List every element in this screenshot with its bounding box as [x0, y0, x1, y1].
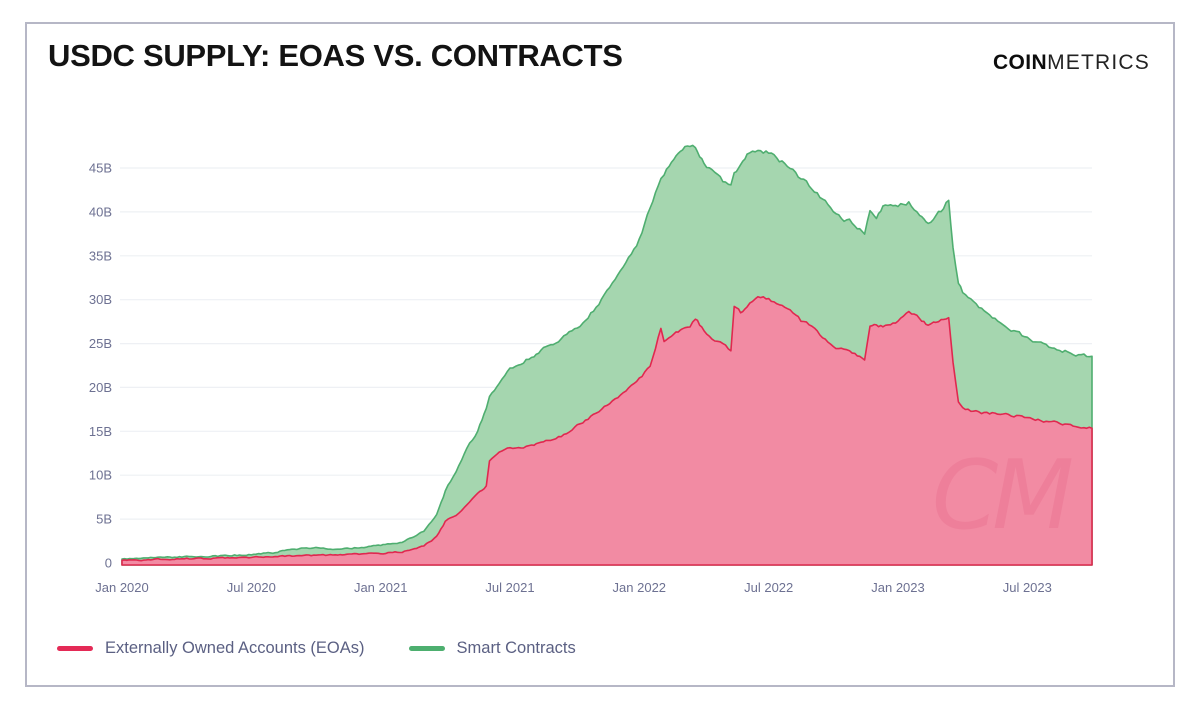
x-tick-label: Jul 2020 [227, 580, 276, 595]
smart-contracts-series-label: Smart Contracts [456, 639, 576, 657]
eoa-series-label: Externally Owned Accounts (EOAs) [105, 639, 365, 657]
y-tick-label: 0 [105, 556, 112, 571]
eoa-series-swatch [57, 646, 93, 651]
x-axis-labels: Jan 2020 Jul 2020 Jan 2021 Jul 2021 Jan 2022… [95, 580, 1052, 595]
y-tick-label: 35B [89, 248, 112, 263]
y-tick-label: 45B [89, 161, 112, 176]
smart-contracts-series-swatch [408, 646, 445, 651]
x-tick-label: Jan 2022 [613, 580, 667, 595]
legend-item-eoa: Externally Owned Accounts (EOAs) [57, 639, 365, 658]
page-title: USDC SUPPLY: EOAS VS. CONTRACTS [48, 38, 623, 73]
x-tick-label: Jul 2023 [1003, 580, 1052, 595]
logo-metrics-text: METRICS [1047, 51, 1150, 74]
y-tick-label: 5B [96, 512, 112, 527]
y-tick-label: 15B [89, 424, 112, 439]
eoa-area [121, 295, 1093, 566]
legend: Externally Owned Accounts (EOAs) Smart C… [57, 639, 576, 658]
y-axis-labels: 0 5B 10B 15B 20B 25B 30B 35B 40B 45B [89, 161, 112, 571]
y-tick-label: 40B [89, 204, 112, 219]
x-tick-label: Jul 2022 [744, 580, 793, 595]
x-tick-label: Jan 2020 [95, 580, 149, 595]
y-tick-label: 10B [89, 468, 112, 483]
x-tick-label: Jan 2021 [354, 580, 408, 595]
y-tick-label: 30B [89, 292, 112, 307]
x-tick-label: Jul 2021 [485, 580, 534, 595]
x-tick-label: Jan 2023 [871, 580, 925, 595]
y-tick-label: 20B [89, 380, 112, 395]
logo-coin-text: COIN [992, 51, 1048, 74]
legend-item-smart-contracts: Smart Contracts [408, 639, 576, 658]
cm-watermark: CM [932, 441, 1072, 551]
y-tick-label: 25B [89, 336, 112, 351]
coinmetrics-logo: COINMETRICS [993, 51, 1150, 75]
